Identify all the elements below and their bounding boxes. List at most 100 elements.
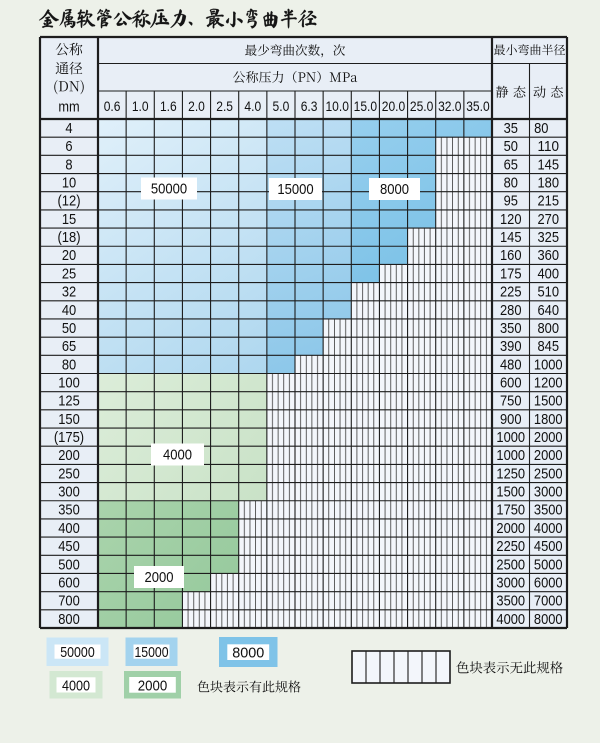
- svg-text:1250: 1250: [496, 465, 525, 482]
- svg-text:80: 80: [504, 175, 518, 192]
- svg-text:2.5: 2.5: [216, 98, 233, 114]
- svg-text:450: 450: [58, 538, 80, 555]
- svg-text:4000: 4000: [62, 678, 90, 695]
- svg-text:10.0: 10.0: [325, 98, 349, 114]
- svg-text:40: 40: [62, 302, 76, 319]
- svg-text:15000: 15000: [135, 644, 169, 661]
- svg-text:50000: 50000: [151, 181, 187, 198]
- svg-text:180: 180: [537, 175, 559, 192]
- svg-text:35: 35: [504, 120, 518, 137]
- svg-text:700: 700: [58, 593, 80, 610]
- svg-text:2250: 2250: [496, 538, 525, 555]
- svg-text:600: 600: [500, 374, 522, 391]
- svg-text:(12): (12): [57, 193, 80, 210]
- svg-text:3000: 3000: [534, 484, 563, 501]
- svg-text:5000: 5000: [534, 556, 563, 573]
- svg-text:2000: 2000: [534, 429, 563, 446]
- svg-text:8000: 8000: [232, 645, 264, 662]
- svg-text:50: 50: [62, 320, 76, 337]
- svg-text:2500: 2500: [496, 556, 525, 573]
- svg-text:8000: 8000: [534, 611, 563, 628]
- svg-text:3000: 3000: [496, 574, 525, 591]
- svg-text:150: 150: [58, 411, 80, 428]
- svg-text:5.0: 5.0: [273, 98, 290, 114]
- svg-text:80: 80: [62, 356, 76, 373]
- svg-text:1000: 1000: [534, 356, 563, 373]
- svg-text:1800: 1800: [534, 411, 563, 428]
- svg-text:8: 8: [65, 156, 72, 173]
- svg-text:50: 50: [504, 138, 518, 155]
- svg-text:125: 125: [58, 393, 80, 410]
- svg-text:350: 350: [500, 320, 522, 337]
- svg-text:4000: 4000: [163, 447, 192, 464]
- svg-text:1500: 1500: [534, 393, 563, 410]
- svg-text:2000: 2000: [144, 569, 173, 586]
- svg-text:95: 95: [504, 193, 518, 210]
- svg-text:50000: 50000: [60, 644, 94, 661]
- svg-text:2.0: 2.0: [188, 98, 205, 114]
- svg-text:3500: 3500: [534, 502, 563, 519]
- svg-text:65: 65: [62, 338, 76, 355]
- svg-text:175: 175: [500, 265, 522, 282]
- svg-text:2000: 2000: [138, 678, 168, 695]
- svg-text:1200: 1200: [534, 374, 563, 391]
- svg-text:mm: mm: [58, 99, 79, 115]
- svg-text:35.0: 35.0: [466, 98, 490, 114]
- svg-text:3500: 3500: [496, 593, 525, 610]
- svg-text:32.0: 32.0: [438, 98, 462, 114]
- svg-text:15000: 15000: [277, 181, 313, 198]
- svg-text:900: 900: [500, 411, 522, 428]
- svg-text:480: 480: [500, 356, 522, 373]
- svg-text:2000: 2000: [534, 447, 563, 464]
- svg-text:15: 15: [62, 211, 76, 228]
- svg-text:100: 100: [58, 374, 80, 391]
- svg-text:1000: 1000: [496, 429, 525, 446]
- svg-text:20: 20: [62, 247, 76, 264]
- svg-text:600: 600: [58, 574, 80, 591]
- svg-text:270: 270: [537, 211, 559, 228]
- svg-text:750: 750: [500, 393, 522, 410]
- svg-text:215: 215: [537, 193, 559, 210]
- svg-text:110: 110: [537, 138, 559, 155]
- svg-text:7000: 7000: [534, 593, 563, 610]
- svg-text:2500: 2500: [534, 465, 563, 482]
- svg-text:160: 160: [500, 247, 522, 264]
- svg-text:400: 400: [537, 265, 559, 282]
- svg-text:1.6: 1.6: [160, 98, 177, 114]
- svg-text:(18): (18): [57, 229, 80, 246]
- svg-text:145: 145: [537, 156, 559, 173]
- svg-text:4500: 4500: [534, 538, 563, 555]
- svg-text:4000: 4000: [534, 520, 563, 537]
- svg-text:20.0: 20.0: [382, 98, 406, 114]
- svg-text:640: 640: [537, 302, 559, 319]
- svg-text:8000: 8000: [380, 181, 409, 198]
- svg-text:200: 200: [58, 447, 80, 464]
- svg-text:800: 800: [58, 611, 80, 628]
- svg-text:1500: 1500: [496, 484, 525, 501]
- svg-text:120: 120: [500, 211, 522, 228]
- svg-text:225: 225: [500, 284, 522, 301]
- svg-text:25.0: 25.0: [410, 98, 434, 114]
- svg-text:4000: 4000: [496, 611, 525, 628]
- svg-text:80: 80: [534, 120, 548, 137]
- svg-text:2000: 2000: [496, 520, 525, 537]
- svg-text:145: 145: [500, 229, 522, 246]
- svg-text:0.6: 0.6: [104, 98, 121, 114]
- svg-text:400: 400: [58, 520, 80, 537]
- svg-text:65: 65: [504, 156, 518, 173]
- svg-text:4: 4: [65, 120, 72, 137]
- svg-text:500: 500: [58, 556, 80, 573]
- svg-text:300: 300: [58, 484, 80, 501]
- svg-text:1750: 1750: [496, 502, 525, 519]
- svg-text:845: 845: [537, 338, 559, 355]
- svg-text:800: 800: [537, 320, 559, 337]
- svg-text:15.0: 15.0: [354, 98, 378, 114]
- svg-text:6.3: 6.3: [301, 98, 318, 114]
- svg-text:4.0: 4.0: [244, 98, 261, 114]
- svg-text:6000: 6000: [534, 574, 563, 591]
- svg-text:360: 360: [537, 247, 559, 264]
- svg-text:(175): (175): [54, 429, 84, 446]
- svg-text:25: 25: [62, 265, 76, 282]
- svg-text:6: 6: [65, 138, 72, 155]
- svg-text:32: 32: [62, 284, 76, 301]
